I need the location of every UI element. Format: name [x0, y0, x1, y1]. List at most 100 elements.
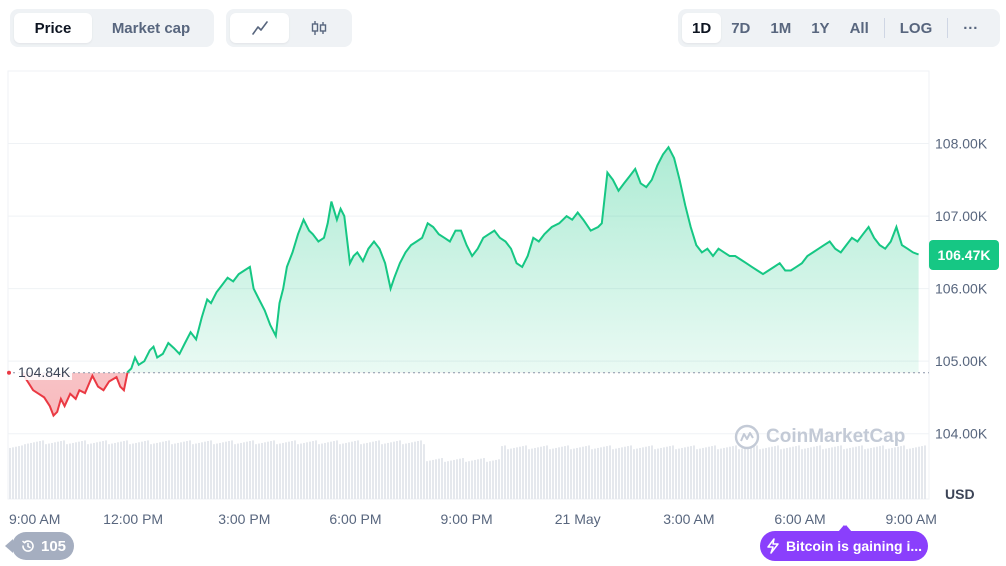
volume-bar	[561, 446, 563, 499]
volume-bar	[78, 441, 80, 499]
volume-bar	[111, 443, 113, 499]
volume-bar	[462, 458, 464, 499]
tab-7d[interactable]: 7D	[731, 19, 751, 37]
volume-bar	[603, 446, 605, 499]
volume-bar	[420, 440, 422, 499]
volume-bar	[678, 448, 680, 499]
volume-bar	[51, 442, 53, 499]
news-pill[interactable]: Bitcoin is gaining i...	[760, 531, 928, 561]
volume-bar	[117, 442, 119, 499]
volume-bar	[531, 448, 533, 499]
volume-bar	[264, 442, 266, 499]
volume-bar	[852, 447, 854, 499]
y-tick-label: 106.00K	[935, 281, 988, 297]
volume-bar	[474, 459, 476, 499]
volume-bar	[654, 449, 656, 499]
volume-bar	[906, 449, 908, 499]
volume-bar	[909, 448, 911, 499]
volume-bar	[228, 441, 230, 499]
volume-bar	[759, 449, 761, 499]
volume-bar	[837, 446, 839, 499]
volume-bar	[105, 440, 107, 499]
volume-bar	[732, 446, 734, 499]
volume-bar	[648, 446, 650, 499]
tab-1m[interactable]: 1M	[770, 19, 792, 37]
volume-bar	[645, 446, 647, 499]
volume-bar	[159, 442, 161, 499]
volume-bar	[327, 442, 329, 499]
volume-bar	[585, 446, 587, 499]
volume-bar	[171, 444, 173, 499]
y-axis: 104.00K 105.00K 106.00K 107.00K 108.00K	[935, 136, 988, 442]
volume-bar	[510, 448, 512, 499]
volume-bar	[456, 459, 458, 499]
volume-bar	[771, 446, 773, 499]
line-chart-button[interactable]	[230, 13, 289, 43]
y-tick-label: 104.00K	[935, 426, 988, 442]
volume-bar	[165, 441, 167, 499]
volume-bar	[840, 445, 842, 499]
volume-bar	[291, 441, 293, 499]
volume-bar	[369, 442, 371, 499]
volume-bar	[363, 443, 365, 499]
volume-bar	[57, 441, 59, 499]
candlestick-button[interactable]	[289, 13, 348, 43]
volume-bar	[810, 447, 812, 499]
volume-bar	[567, 445, 569, 499]
volume-bar	[162, 441, 164, 499]
tab-1y[interactable]: 1Y	[811, 19, 830, 37]
volume-bars	[9, 440, 926, 499]
volume-bar	[450, 460, 452, 499]
volume-bar	[888, 448, 890, 499]
volume-bar	[690, 446, 692, 499]
volume-bar	[135, 442, 137, 499]
volume-bar	[783, 448, 785, 499]
volume-bar	[477, 459, 479, 499]
volume-bar	[312, 441, 314, 499]
log-scale-button[interactable]: LOG	[899, 19, 933, 37]
volume-bar	[633, 449, 635, 499]
volume-bar	[120, 441, 122, 499]
volume-bar	[804, 448, 806, 499]
volume-bar	[399, 440, 401, 499]
x-tick-label: 9:00 AM	[9, 511, 60, 527]
volume-bar	[198, 442, 200, 499]
volume-bar	[21, 445, 23, 499]
volume-bar	[342, 443, 344, 499]
volume-bar	[90, 443, 92, 499]
volume-bar	[129, 444, 131, 499]
volume-bar	[882, 445, 884, 499]
volume-bar	[27, 443, 29, 499]
volume-bar	[708, 446, 710, 499]
history-events-button[interactable]: 105	[5, 532, 74, 560]
tab-all[interactable]: All	[849, 19, 869, 37]
volume-bar	[576, 447, 578, 499]
volume-bar	[75, 442, 77, 499]
volume-bar	[570, 449, 572, 499]
volume-bar	[651, 445, 653, 499]
volume-bar	[726, 447, 728, 499]
volume-bar	[921, 446, 923, 499]
volume-bar	[687, 446, 689, 499]
volume-bar	[885, 449, 887, 499]
volume-bar	[354, 441, 356, 499]
tab-1d[interactable]: 1D	[682, 13, 722, 43]
volume-bar	[366, 442, 368, 499]
volume-bar	[447, 461, 449, 499]
volume-bar	[189, 440, 191, 499]
volume-bar	[267, 441, 269, 499]
volume-bar	[636, 448, 638, 499]
tab-price[interactable]: Price	[14, 13, 92, 43]
watermark-text: CoinMarketCap	[766, 426, 906, 447]
volume-bar	[261, 442, 263, 499]
volume-bar	[753, 446, 755, 499]
tab-market-cap[interactable]: Market cap	[111, 19, 191, 37]
news-pill-body[interactable]: Bitcoin is gaining i...	[760, 531, 928, 561]
more-options-button[interactable]: ···	[953, 13, 988, 43]
volume-bar	[396, 441, 398, 499]
volume-bar	[816, 446, 818, 499]
volume-bar	[273, 440, 275, 499]
volume-bar	[480, 458, 482, 499]
volume-bar	[225, 441, 227, 499]
